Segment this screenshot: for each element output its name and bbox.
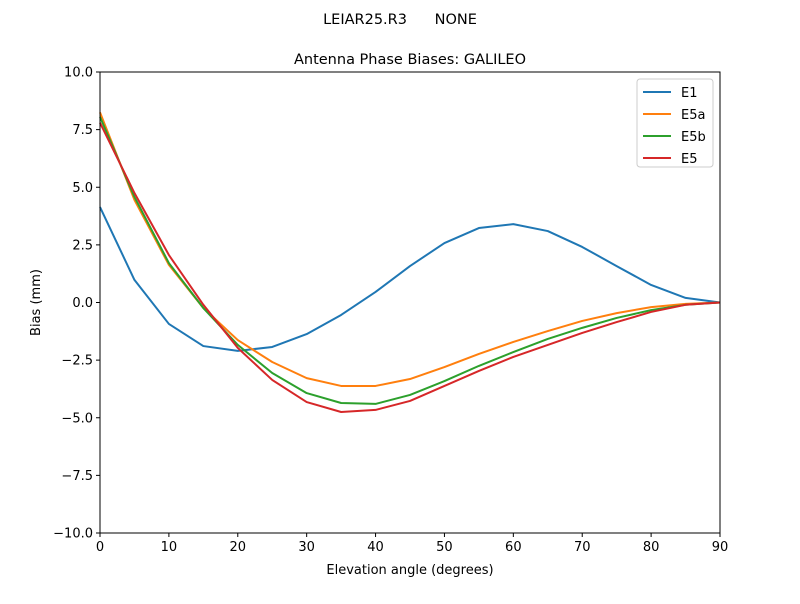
series-line-e1: [99, 206, 721, 352]
series-line-e5: [99, 122, 721, 413]
x-tick-label: 80: [643, 540, 660, 555]
legend-box: [636, 78, 714, 168]
x-tick-label: 40: [367, 540, 384, 555]
y-tick-label: −10.0: [53, 527, 93, 542]
legend: E1 E5a E5b E5: [636, 78, 714, 168]
y-tick-label: 10.0: [64, 66, 93, 81]
plot-frame: [99, 71, 721, 534]
x-tick-label: 70: [574, 540, 591, 555]
x-tick-label: 20: [230, 540, 247, 555]
x-axis: 0 10 20 30 40 50 60 70 80 90: [96, 533, 728, 555]
x-tick-label: 30: [298, 540, 315, 555]
series-line-e5b: [99, 116, 721, 405]
legend-label: E1: [681, 86, 698, 101]
x-tick-label: 10: [161, 540, 178, 555]
legend-label: E5a: [681, 108, 705, 123]
legend-label: E5b: [681, 130, 706, 145]
y-tick-label: 2.5: [72, 238, 93, 253]
x-tick-label: 0: [96, 540, 104, 555]
chart-title: Antenna Phase Biases: GALILEO: [294, 52, 526, 68]
y-axis-label: Bias (mm): [29, 269, 44, 336]
y-axis: −10.0 −7.5 −5.0 −2.5 0.0 2.5 5.0 7.5 10.0: [53, 66, 100, 542]
legend-label: E5: [681, 152, 698, 167]
chart-suptitle: LEIAR25.R3 NONE: [323, 12, 477, 28]
series-lines: [99, 111, 721, 413]
y-tick-label: 0.0: [72, 296, 93, 311]
y-tick-label: −5.0: [61, 411, 93, 426]
series-line-e5a: [99, 111, 721, 387]
x-axis-label: Elevation angle (degrees): [326, 563, 493, 578]
x-tick-label: 60: [505, 540, 522, 555]
y-tick-label: 7.5: [72, 123, 93, 138]
y-tick-label: −7.5: [61, 469, 93, 484]
y-tick-label: −2.5: [61, 354, 93, 369]
x-tick-label: 90: [712, 540, 729, 555]
x-tick-label: 50: [436, 540, 453, 555]
y-tick-label: 5.0: [72, 181, 93, 196]
